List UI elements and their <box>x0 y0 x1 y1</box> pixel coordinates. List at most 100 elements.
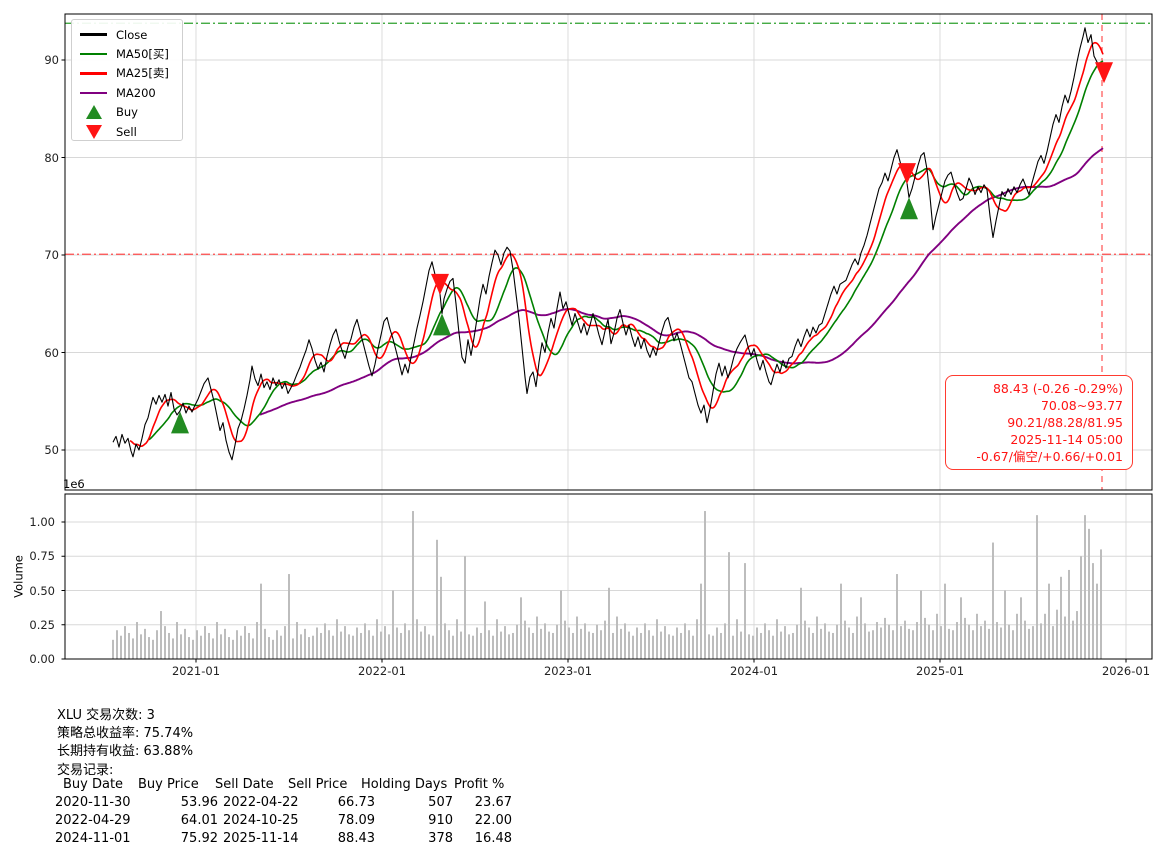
volume-bar <box>364 623 366 659</box>
buy-marker <box>900 197 918 220</box>
volume-bar <box>436 539 438 659</box>
volume-bar <box>996 622 998 659</box>
volume-bar <box>784 626 786 659</box>
volume-bar <box>388 634 390 659</box>
close-line <box>112 27 1104 461</box>
volume-bar <box>716 627 718 659</box>
volume-bar <box>656 619 658 659</box>
volume-bar <box>240 635 242 659</box>
summary-trades-title: 交易记录: <box>57 763 114 778</box>
volume-bar <box>300 634 302 659</box>
volume-bar <box>868 631 870 659</box>
volume-bar <box>808 627 810 659</box>
volume-bar <box>328 630 330 659</box>
volume-bar <box>976 613 978 659</box>
volume-bar <box>500 631 502 659</box>
volume-bar <box>396 627 398 659</box>
volume-axis-offset-label: 1e6 <box>63 477 85 491</box>
volume-bar <box>424 626 426 659</box>
volume-bar <box>416 619 418 659</box>
volume-tick-label: 1.00 <box>29 515 55 529</box>
volume-bar <box>1088 528 1090 659</box>
legend-item-ma50: MA50[买] <box>80 44 182 63</box>
volume-bar <box>636 627 638 659</box>
trade-cell: 22.00 <box>474 813 512 828</box>
volume-bar <box>932 630 934 659</box>
volume-bar <box>392 590 394 659</box>
volume-bar <box>260 583 262 659</box>
volume-bar <box>164 626 166 659</box>
volume-bar <box>484 601 486 659</box>
volume-bar <box>1072 620 1074 659</box>
sell-marker <box>898 163 916 185</box>
date-tick-label: 2022-01 <box>357 664 407 678</box>
volume-bar <box>576 616 578 659</box>
volume-bar <box>236 630 238 659</box>
volume-bar <box>988 628 990 659</box>
volume-bar <box>208 632 210 659</box>
trade-cell: 66.73 <box>337 795 375 810</box>
volume-bar <box>936 613 938 659</box>
legend-label: Close <box>116 27 148 42</box>
volume-bar <box>352 635 354 659</box>
trade-cell: 2020-11-30 <box>55 795 131 810</box>
volume-bar <box>828 631 830 659</box>
trade-row: 2022-04-29 64.01 2024-10-25 78.09 910 22.00 <box>55 813 575 829</box>
volume-bar <box>160 611 162 659</box>
volume-bar <box>404 623 406 659</box>
volume-bar <box>176 622 178 659</box>
volume-bar <box>1100 549 1102 659</box>
volume-bar <box>504 626 506 659</box>
volume-bar <box>132 638 134 659</box>
legend-item-close: Close <box>80 25 182 44</box>
volume-bar <box>144 628 146 659</box>
volume-bar <box>1040 623 1042 659</box>
volume-bar <box>452 635 454 659</box>
volume-bar <box>912 630 914 659</box>
sell-marker <box>431 273 449 295</box>
summary-buyhold-return: 长期持有收益: 63.88% <box>57 744 194 759</box>
volume-bar <box>908 628 910 659</box>
trade-row: 2024-11-01 75.92 2025-11-14 88.43 378 16.48 <box>55 831 575 847</box>
volume-bar <box>788 634 790 659</box>
volume-bar <box>200 635 202 659</box>
legend-item-ma200: MA200 <box>80 83 182 102</box>
volume-bar <box>804 620 806 659</box>
volume-bar <box>748 634 750 659</box>
volume-bar <box>304 628 306 659</box>
annotation-ma-line: 90.21/88.28/81.95 <box>1007 415 1123 430</box>
volume-bar <box>772 635 774 659</box>
annotation-signal-line: -0.67/偏空/+0.66/+0.01 <box>976 449 1123 464</box>
volume-bar <box>648 630 650 659</box>
legend-item-sell: Sell <box>80 122 182 141</box>
volume-bar <box>1008 624 1010 659</box>
volume-bar <box>268 637 270 659</box>
summary-strategy-return: 策略总收益率: 75.74% <box>57 726 194 741</box>
volume-axis-title: Volume <box>11 555 26 598</box>
volume-bar <box>732 635 734 659</box>
trade-cell: 910 <box>428 813 453 828</box>
volume-bar <box>532 632 534 659</box>
volume-bar <box>940 626 942 659</box>
trade-cell: 78.09 <box>337 813 375 828</box>
volume-bar <box>1048 583 1050 659</box>
volume-bar <box>736 619 738 659</box>
volume-bar <box>872 630 874 659</box>
date-tick-label: 2026-01 <box>1101 664 1151 678</box>
volume-bar <box>212 638 214 659</box>
volume-bar <box>280 635 282 659</box>
legend-label: Buy <box>116 105 138 120</box>
volume-bar <box>1084 515 1086 659</box>
volume-bar <box>528 627 530 659</box>
volume-bar <box>924 617 926 659</box>
volume-bar <box>880 627 882 659</box>
legend-label: MA200 <box>116 85 156 100</box>
volume-bar <box>296 622 298 659</box>
volume-bar <box>340 631 342 659</box>
legend-label: Sell <box>116 124 137 139</box>
volume-bar <box>608 587 610 659</box>
volume-bar <box>1056 609 1058 659</box>
volume-bar <box>348 634 350 659</box>
price-annotation-box: 88.43 (-0.26 -0.29%) 70.08~93.77 90.21/8… <box>945 375 1133 470</box>
volume-bar <box>428 634 430 659</box>
